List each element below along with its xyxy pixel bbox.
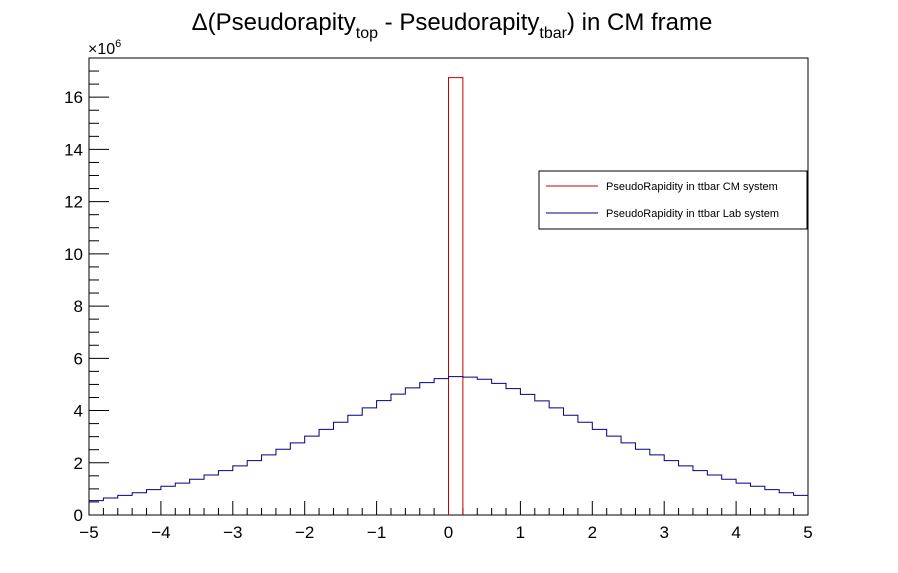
title-main: Δ(Pseudorapity (192, 9, 356, 36)
x-tick-label: 3 (659, 523, 668, 542)
y-tick-label: 16 (64, 88, 83, 107)
legend-box (538, 170, 808, 230)
chart-title: Δ(Pseudorapitytop - Pseudorapitytbar) in… (192, 9, 713, 42)
x-tick-label: 0 (444, 523, 453, 542)
y-tick-label: 2 (74, 454, 83, 473)
y-tick-label: 14 (64, 140, 83, 159)
legend-label-lab: PseudoRapidity in ttbar Lab system (606, 208, 779, 220)
legend-label-cm: PseudoRapidity in ttbar CM system (606, 181, 778, 193)
title-sub-tbar: tbar (539, 25, 567, 42)
title-sub-top: top (356, 25, 378, 42)
series-line-lab (89, 376, 808, 502)
legend: PseudoRapidity in ttbar CM system Pseudo… (538, 170, 808, 230)
y-tick-label: 8 (74, 297, 83, 316)
y-axis: 0 2 4 6 8 10 12 14 16 (64, 70, 109, 525)
y-tick-label: 6 (74, 349, 83, 368)
title-end: ) in CM frame (567, 9, 712, 36)
x-axis: −5 −4 −3 −2 −1 0 1 2 3 4 5 (79, 501, 813, 542)
y-tick-label: 0 (74, 506, 83, 525)
series-layer (89, 77, 808, 515)
series-line-cm (448, 77, 464, 515)
title-mid: - Pseudorapity (378, 9, 539, 36)
x-tick-label: −1 (367, 523, 386, 542)
y-multiplier-base: ×10 (88, 41, 115, 58)
x-tick-label: 2 (588, 523, 597, 542)
x-tick-label: −4 (151, 523, 170, 542)
svg-text:Δ(Pseudorapitytop - Pseudorapi: Δ(Pseudorapitytop - Pseudorapitytbar) in… (192, 9, 713, 42)
y-tick-label: 12 (64, 193, 83, 212)
y-multiplier: ×106 (88, 38, 121, 58)
x-tick-label: 1 (516, 523, 525, 542)
x-tick-label: 4 (731, 523, 740, 542)
x-tick-label: 5 (803, 523, 812, 542)
x-tick-label: −2 (295, 523, 314, 542)
x-tick-label: −5 (79, 523, 98, 542)
svg-text:×106: ×106 (88, 38, 121, 58)
y-tick-label: 10 (64, 245, 83, 264)
y-multiplier-exp: 6 (115, 38, 121, 50)
y-tick-label: 4 (74, 402, 83, 421)
x-tick-label: −3 (223, 523, 242, 542)
